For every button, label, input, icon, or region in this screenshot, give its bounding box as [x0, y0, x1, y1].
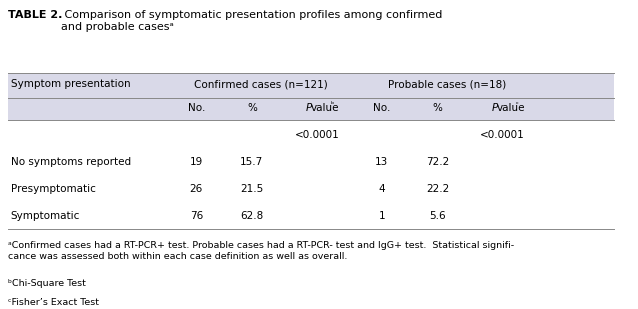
Text: 62.8: 62.8 [241, 211, 263, 221]
Text: No symptoms reported: No symptoms reported [11, 157, 131, 167]
FancyBboxPatch shape [8, 73, 614, 120]
Text: %: % [433, 103, 442, 113]
Text: ᶜFisher’s Exact Test: ᶜFisher’s Exact Test [8, 298, 99, 307]
Text: TABLE 2.: TABLE 2. [8, 11, 62, 20]
Text: ᵇChi-Square Test: ᵇChi-Square Test [8, 279, 85, 288]
Text: P: P [306, 103, 312, 113]
Text: Comparison of symptomatic presentation profiles among confirmed
and probable cas: Comparison of symptomatic presentation p… [61, 11, 442, 32]
Text: 22.2: 22.2 [426, 184, 449, 194]
Text: 76: 76 [189, 211, 203, 221]
Text: ᵃConfirmed cases had a RT-PCR+ test. Probable cases had a RT-PCR- test and IgG+ : ᵃConfirmed cases had a RT-PCR+ test. Pro… [8, 241, 514, 261]
Text: Probable cases (n=18): Probable cases (n=18) [388, 79, 506, 89]
Text: Symptomatic: Symptomatic [11, 211, 80, 221]
Text: 1: 1 [378, 211, 385, 221]
Text: No.: No. [188, 103, 205, 113]
Text: <0.0001: <0.0001 [480, 130, 525, 140]
Text: 21.5: 21.5 [241, 184, 263, 194]
Text: 72.2: 72.2 [426, 157, 449, 167]
Text: Confirmed cases (n=121): Confirmed cases (n=121) [195, 79, 328, 89]
Text: 15.7: 15.7 [241, 157, 263, 167]
Text: Presymptomatic: Presymptomatic [11, 184, 96, 194]
Text: P: P [491, 103, 498, 113]
Text: <0.0001: <0.0001 [295, 130, 339, 140]
Text: 5.6: 5.6 [429, 211, 446, 221]
Text: ᵇ: ᵇ [330, 100, 334, 109]
Text: 26: 26 [189, 184, 203, 194]
Text: No.: No. [373, 103, 390, 113]
Text: %: % [247, 103, 257, 113]
Text: 4: 4 [378, 184, 385, 194]
Text: 19: 19 [189, 157, 203, 167]
Text: Symptom presentation: Symptom presentation [11, 79, 130, 89]
Text: ᶜ: ᶜ [516, 100, 519, 109]
Text: 13: 13 [375, 157, 389, 167]
Text: value: value [311, 103, 339, 113]
Text: value: value [496, 103, 525, 113]
